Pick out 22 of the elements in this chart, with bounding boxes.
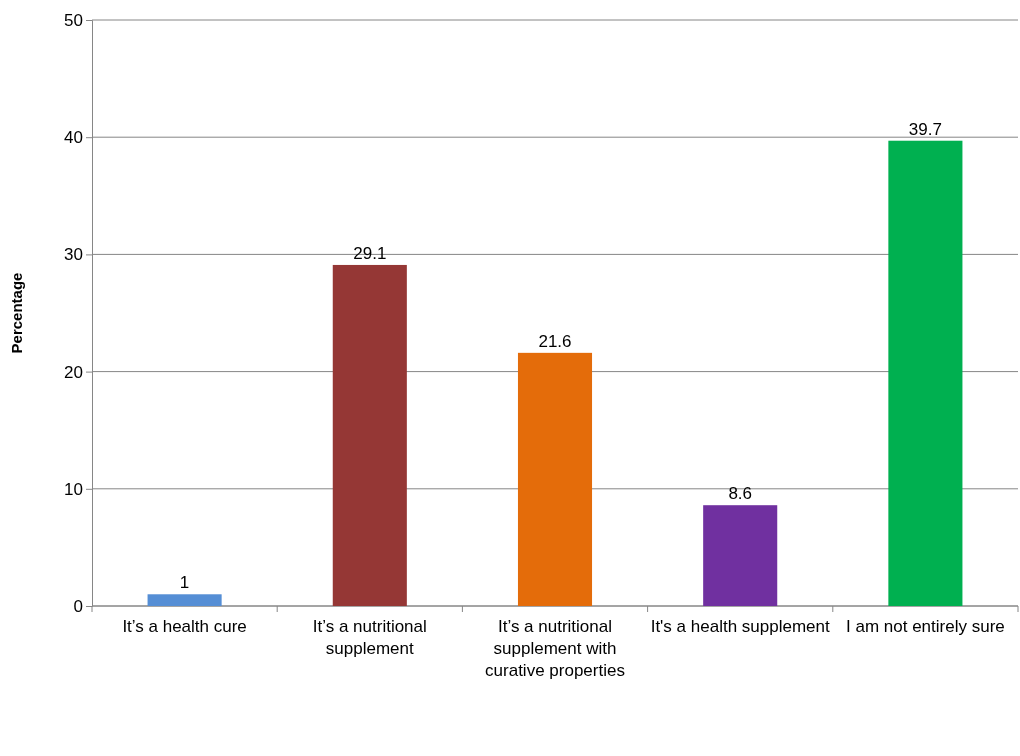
bar (147, 594, 222, 606)
y-tick-label: 0 (73, 596, 83, 616)
x-tick-label: It's a health supplement (650, 617, 830, 636)
data-label: 29.1 (353, 243, 387, 263)
y-axis-title: Percentage (8, 272, 25, 354)
x-tick-label: It’s a nutritional supplement (312, 617, 427, 658)
x-tick-label: It’s a nutritional supplement with curative properties (485, 617, 625, 680)
data-label: 21.6 (538, 331, 572, 351)
data-label: 39.7 (908, 119, 942, 139)
bar (517, 352, 593, 606)
x-tick-label: It’s a health cure (122, 617, 247, 636)
y-tick-label: 30 (64, 245, 83, 265)
bar (703, 505, 778, 606)
bar (332, 264, 407, 606)
y-tick-label: 20 (64, 362, 83, 382)
data-label: 8.6 (728, 484, 753, 504)
x-tick-label: I am not entirely sure (846, 617, 1005, 636)
y-tick-label: 50 (64, 10, 83, 30)
y-tick-label: 40 (64, 128, 83, 148)
data-label: 1 (179, 573, 190, 593)
y-tick-label: 10 (64, 479, 83, 499)
bar (888, 140, 963, 606)
